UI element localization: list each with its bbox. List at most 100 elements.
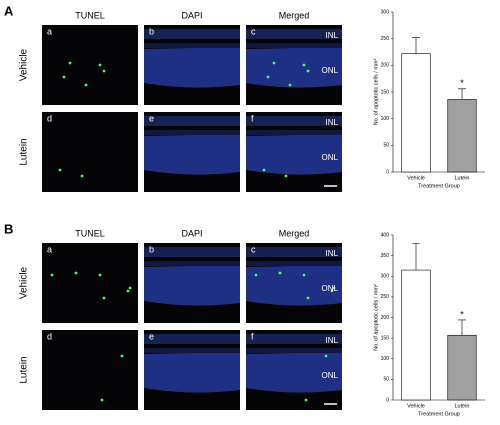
onl-band [144, 352, 240, 393]
tunel-dot [68, 61, 72, 65]
tunel-dot [62, 75, 66, 79]
y-tick-label: 250 [381, 36, 390, 42]
tunel-dot [100, 398, 104, 402]
micrograph: c INL ONL [246, 243, 342, 323]
tunel-dot [84, 83, 88, 87]
y-tick-label: 0 [386, 397, 389, 403]
subpanel-label: d [47, 331, 52, 341]
y-tick-label: 300 [381, 274, 390, 280]
image-bg [42, 243, 138, 323]
layer-label: INL [326, 31, 339, 40]
micrograph: f INL ONL [246, 112, 342, 192]
opl-band [246, 43, 342, 48]
layer-label: INL [326, 118, 339, 127]
layer-label: ONL [322, 153, 339, 162]
subpanel-label: d [47, 113, 52, 123]
tunel-dot [302, 273, 306, 277]
inl-band [246, 116, 342, 126]
bar [401, 269, 431, 401]
subpanel-label: a [47, 244, 52, 254]
micrograph: e [144, 330, 240, 410]
opl-band [246, 130, 342, 135]
y-tick-label: 100 [381, 356, 390, 362]
subpanel-label: c [251, 244, 256, 254]
inl-band [246, 29, 342, 39]
error-bar [412, 37, 420, 54]
layer-label: ONL [322, 66, 339, 75]
panel-label: A [4, 3, 14, 18]
tunel-dot [306, 296, 310, 300]
inl-band [246, 247, 342, 257]
x-tick-label: Lutein [455, 175, 470, 181]
image-bg [42, 330, 138, 410]
inl-band [144, 116, 240, 126]
onl-band [246, 265, 342, 306]
tunel-dot [262, 168, 266, 172]
layer-label: ONL [322, 284, 339, 293]
x-tick-label: Vehicle [407, 403, 425, 409]
y-tick-label: 200 [381, 63, 390, 69]
micrograph: d [42, 112, 138, 192]
tunel-dot [254, 273, 258, 277]
subpanel-label: a [47, 26, 52, 36]
tunel-dot [58, 168, 62, 172]
y-axis-label: No. of apoptotic cells / mm² [373, 284, 379, 351]
y-tick-label: 300 [381, 9, 390, 15]
opl-band [246, 261, 342, 266]
subpanel-label: f [251, 331, 254, 341]
y-tick-label: 200 [381, 315, 390, 321]
layer-label: INL [326, 336, 339, 345]
image-bg [42, 25, 138, 105]
tunel-dot [102, 69, 106, 73]
tunel-dot [266, 75, 270, 79]
onl-band [246, 352, 342, 393]
micrograph: b [144, 25, 240, 105]
row-label: Vehicle [19, 266, 30, 299]
micrograph: e [144, 112, 240, 192]
panel-label: B [4, 221, 13, 236]
x-tick-label: Vehicle [407, 175, 425, 181]
row-label: Vehicle [19, 48, 30, 81]
tunel-dot [80, 174, 84, 178]
tunel-dot [304, 398, 308, 402]
bar [447, 99, 477, 173]
image-bg [42, 112, 138, 192]
opl-band [144, 130, 240, 135]
layer-label: INL [326, 249, 339, 258]
tunel-dot [102, 296, 106, 300]
subpanel-label: b [149, 244, 154, 254]
y-tick-label: 50 [383, 377, 389, 383]
tunel-dot [120, 354, 124, 358]
onl-band [144, 134, 240, 175]
significance: * [460, 78, 464, 88]
tunel-dot [284, 174, 288, 178]
inl-band [246, 334, 342, 344]
error-bar [458, 88, 466, 100]
error-bar [412, 242, 420, 271]
column-header: DAPI [181, 228, 202, 238]
y-axis-label: No. of apoptotic cells / mm² [373, 59, 379, 126]
y-tick-label: 150 [381, 335, 390, 341]
tunel-dot [288, 83, 292, 87]
tunel-dot [302, 63, 306, 67]
subpanel-label: e [149, 113, 154, 123]
significance: * [460, 309, 464, 319]
tunel-dot [50, 273, 54, 277]
tunel-dot [126, 289, 130, 293]
inl-band [144, 29, 240, 39]
tunel-dot [74, 271, 78, 275]
x-tick-label: Lutein [455, 403, 470, 409]
bar [401, 53, 431, 173]
x-axis-label: Treatment Group [418, 411, 460, 417]
subpanel-label: b [149, 26, 154, 36]
tunel-dot [278, 271, 282, 275]
y-tick-label: 0 [386, 169, 389, 175]
y-tick-label: 150 [381, 89, 390, 95]
tunel-dot [306, 69, 310, 73]
micrograph: d [42, 330, 138, 410]
column-header: Merged [279, 228, 310, 238]
tunel-dot [98, 273, 102, 277]
layer-label: ONL [322, 371, 339, 380]
subpanel-label: e [149, 331, 154, 341]
